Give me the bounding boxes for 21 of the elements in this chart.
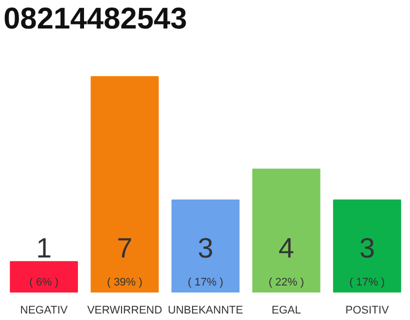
x-tick-label: NEGATIV (20, 304, 68, 316)
x-tick-label: POSITIV (345, 304, 390, 316)
bar (333, 200, 402, 292)
bar (90, 76, 159, 292)
data-label: 1 (36, 232, 52, 264)
data-label: 3 (198, 232, 214, 264)
annotation: ( 22% ) (268, 276, 304, 288)
annotation: ( 39% ) (106, 276, 142, 288)
x-tick-label: UNBEKANNTE (168, 304, 244, 316)
bar (252, 168, 320, 292)
annotation: ( 17% ) (349, 276, 385, 288)
chart-title: 08214482543 (4, 2, 188, 36)
bar (10, 261, 78, 292)
x-tick-label: EGAL (272, 304, 301, 316)
annotation: ( 17% ) (188, 276, 224, 288)
data-label: 4 (278, 232, 294, 264)
annotation: ( 6% ) (29, 276, 59, 288)
x-tick-label: VERWIRREND (87, 304, 162, 316)
data-label: 7 (116, 232, 132, 264)
bar (171, 200, 240, 292)
data-label: 3 (359, 232, 375, 264)
